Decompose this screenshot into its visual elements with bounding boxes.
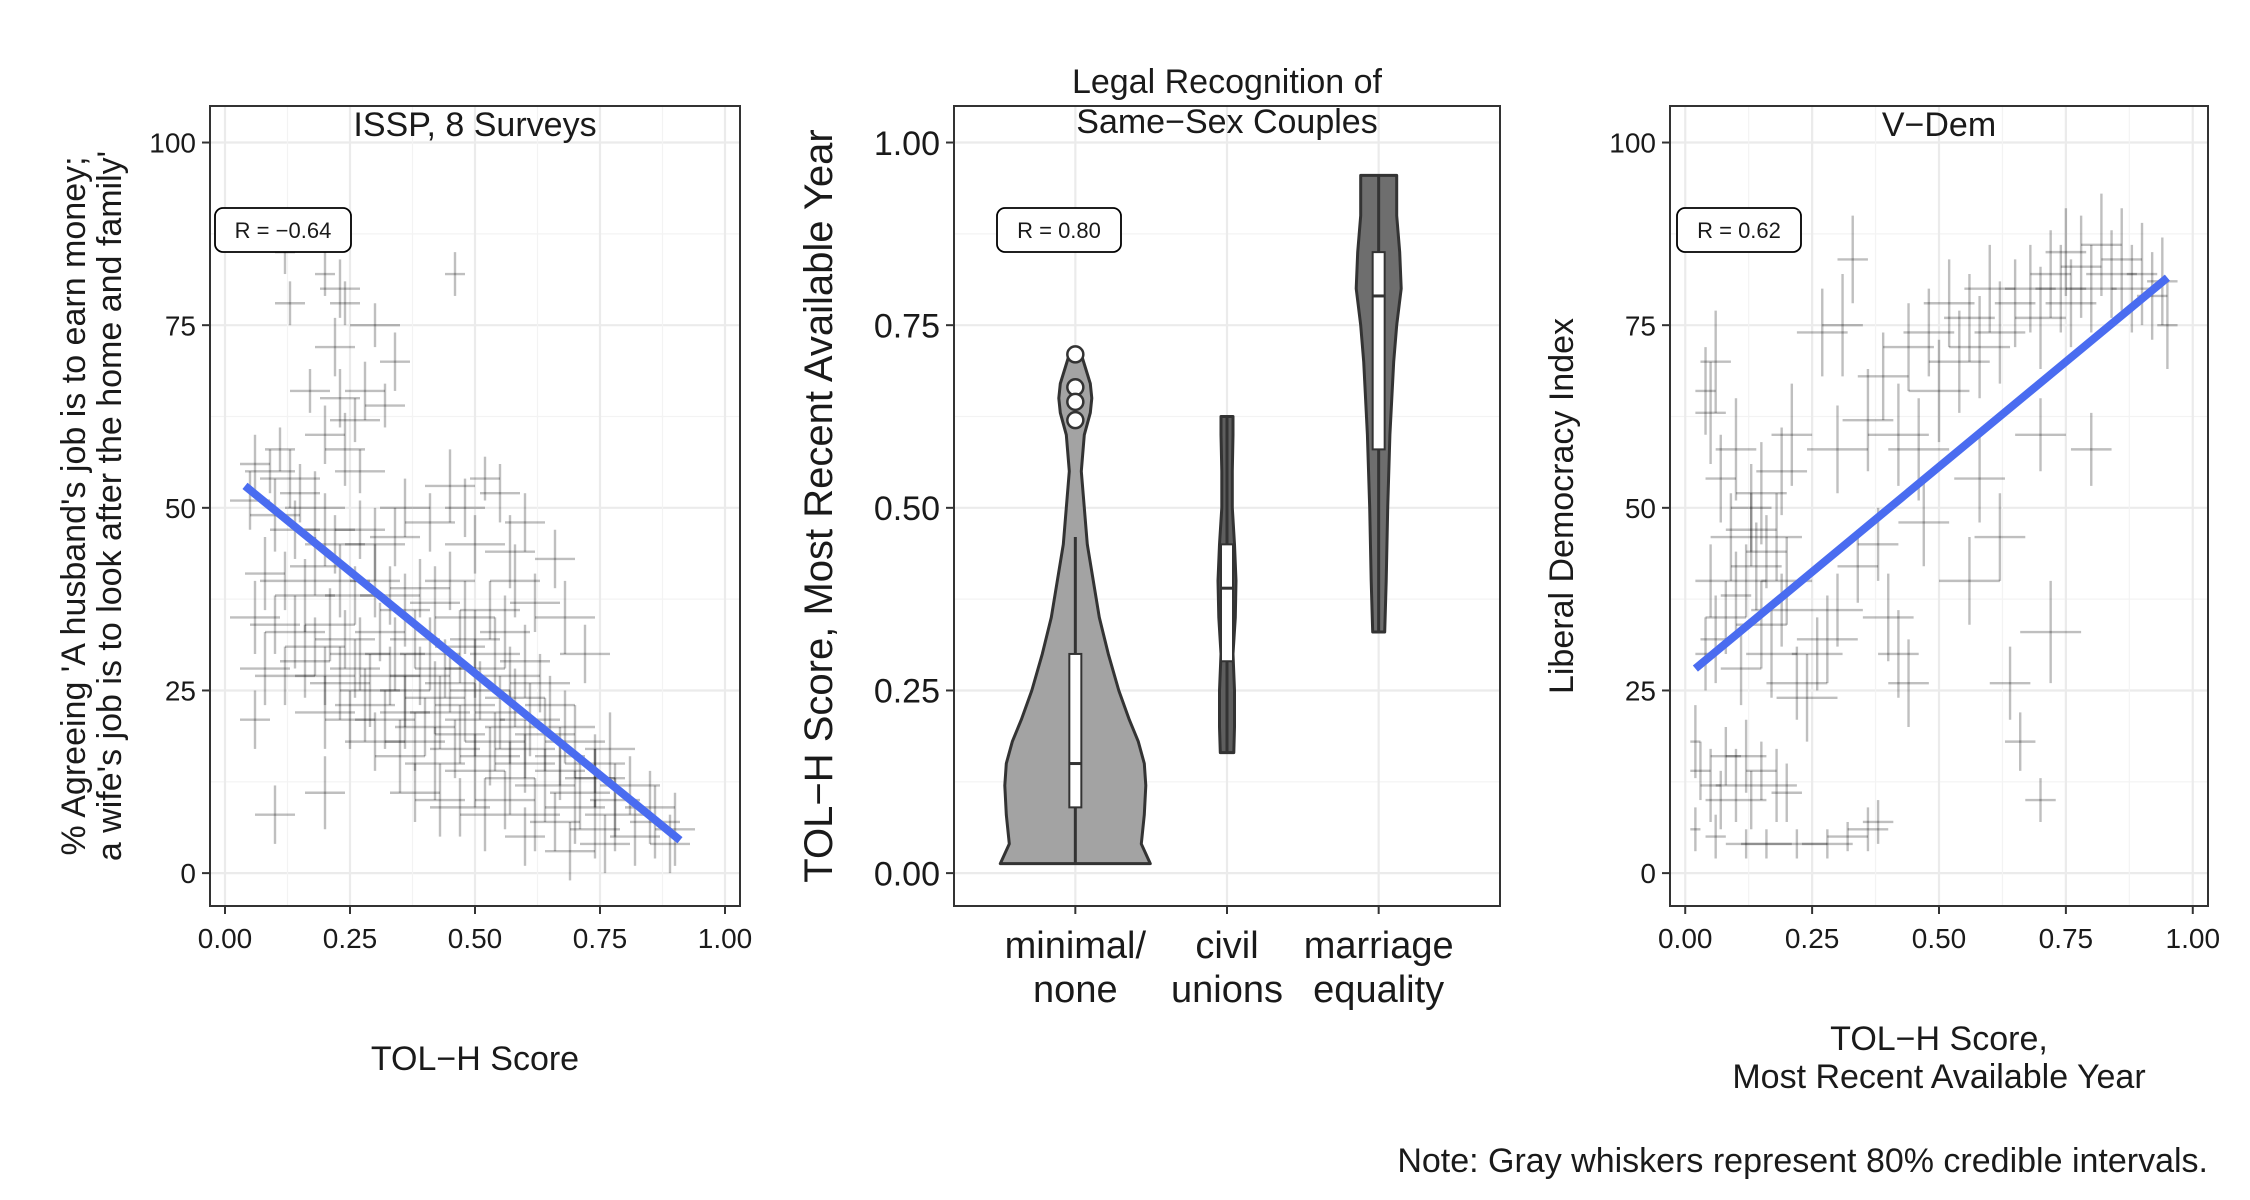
y-tick-label: 100 — [149, 128, 196, 159]
x-tick-label: 0.50 — [448, 923, 503, 954]
outlier-point — [1066, 392, 1085, 412]
category-label: civil — [1195, 925, 1258, 967]
boxplot-box — [1068, 652, 1083, 809]
regression-line — [1692, 274, 2170, 672]
x-tick-label: 0.50 — [1912, 923, 1967, 954]
y-tick-label: 0.00 — [874, 855, 940, 893]
y-tick-label: 0.50 — [874, 490, 940, 528]
boxplot-box — [1371, 251, 1386, 451]
correlation-label: R = 0.62 — [1697, 218, 1781, 243]
x-axis-label: Most Recent Available Year — [1732, 1058, 2145, 1096]
x-tick-label: 0.75 — [2039, 923, 2094, 954]
y-tick-label: 50 — [165, 493, 196, 524]
panel-title: ISSP, 8 Surveys — [353, 106, 596, 144]
category-label: equality — [1313, 969, 1444, 1011]
category-label: none — [1033, 969, 1118, 1011]
category-label: minimal/ — [1005, 925, 1147, 967]
correlation-label-box — [996, 207, 1122, 253]
y-tick-label: 50 — [1625, 493, 1656, 524]
y-axis-label: a wife's job is to look after the home a… — [91, 151, 129, 861]
boxplot-box — [1220, 543, 1234, 663]
y-tick-label: 75 — [165, 310, 196, 341]
x-tick-label: 0.25 — [323, 923, 378, 954]
y-tick-label: 0 — [180, 858, 196, 889]
panel-title: Same−Sex Couples — [1076, 103, 1377, 141]
y-tick-label: 75 — [1625, 310, 1656, 341]
y-axis-label: Liberal Democracy Index — [1543, 318, 1581, 694]
x-tick-label: 0.00 — [198, 923, 253, 954]
issp-panel: 0 25 50 75 100 0.00 0.25 0.50 0.75 1.00 ISSP, 8 Su… — [55, 105, 753, 1078]
panel-title: Legal Recognition of — [1072, 63, 1383, 101]
correlation-label-box — [214, 207, 352, 253]
outlier-point — [1066, 410, 1085, 430]
y-tick-label: 1.00 — [874, 125, 940, 163]
figure-note: Note: Gray whiskers represent 80% credib… — [1397, 1142, 2208, 1180]
panel-title: V−Dem — [1882, 106, 1996, 144]
y-tick-label: 0 — [1640, 858, 1656, 889]
correlation-label-box — [1676, 207, 1802, 253]
y-tick-label: 25 — [165, 676, 196, 707]
outlier-point — [1066, 345, 1085, 364]
y-axis-label: TOL−H Score, Most Recent Available Year — [797, 129, 841, 882]
correlation-label: R = −0.64 — [235, 218, 332, 243]
y-axis-label: % Agreeing 'A husband's job is to earn m… — [55, 156, 93, 855]
y-tick-label: 100 — [1609, 128, 1656, 159]
regression-line — [242, 482, 683, 844]
x-tick-label: 0.00 — [1658, 923, 1713, 954]
x-tick-label: 1.00 — [2166, 923, 2221, 954]
x-tick-label: 0.25 — [1785, 923, 1840, 954]
x-tick-label: 0.75 — [573, 923, 628, 954]
y-tick-label: 0.75 — [874, 307, 940, 345]
x-tick-label: 1.00 — [698, 923, 753, 954]
correlation-label: R = 0.80 — [1017, 218, 1101, 243]
vdem-panel: 0 25 50 75 100 0.00 0.25 0.50 0.75 1.00 V−Dem TOL−H… — [1543, 105, 2221, 1096]
legal-recognition-panel: 0.00 0.25 0.50 0.75 1.00 minimal/none civiluni… — [797, 63, 1501, 1011]
x-axis-label: TOL−H Score — [371, 1040, 579, 1078]
category-label: unions — [1171, 969, 1283, 1011]
y-tick-label: 25 — [1625, 676, 1656, 707]
category-label: marriage — [1304, 925, 1454, 967]
y-tick-label: 0.25 — [874, 673, 940, 711]
x-axis-label: TOL−H Score, — [1830, 1020, 2048, 1058]
